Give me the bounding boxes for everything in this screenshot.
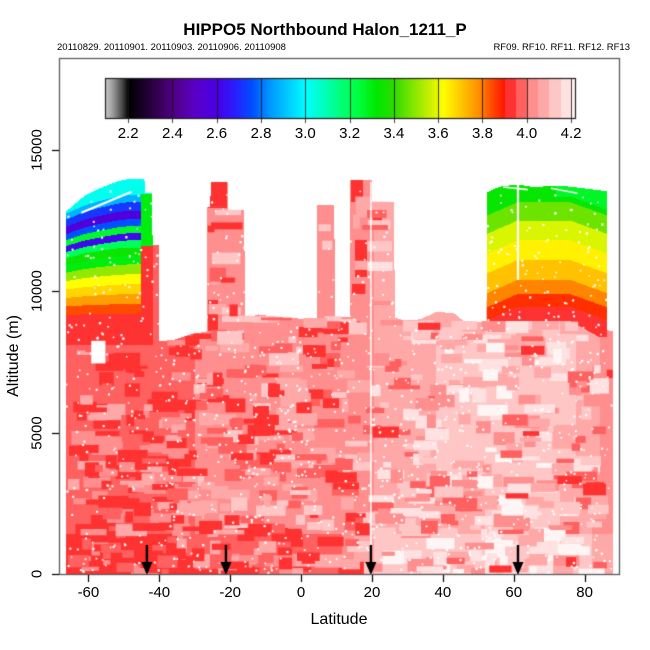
colorbar-tick-label: 2.6 (206, 125, 228, 142)
colorbar-tick-label: 3.8 (472, 125, 493, 142)
x-tick-label: 80 (576, 584, 593, 601)
colorbar-tick-label: 3.6 (427, 125, 449, 142)
colorbar-tick-label: 3.0 (294, 125, 316, 142)
x-tick-label: -40 (148, 584, 171, 601)
colorbar-tick-label: 2.4 (161, 125, 183, 142)
colorbar-tick-label: 4.2 (560, 125, 582, 142)
subtitle-dates: 20110829. 20110901. 20110903. 20110906. … (57, 42, 286, 53)
page-title: HIPPO5 Northbound Halon_1211_P (183, 20, 467, 39)
colorbar-tick-label: 4.0 (516, 125, 538, 142)
y-tick-label: 15000 (28, 129, 46, 171)
x-tick-label: 40 (434, 584, 452, 601)
y-axis-label: Altitude (m) (5, 315, 22, 397)
y-tick-label: 5000 (28, 415, 46, 450)
y-tick-label: 0 (28, 569, 46, 579)
x-tick-label: 0 (296, 584, 306, 601)
x-tick-label: -20 (219, 584, 242, 601)
x-axis-label: Latitude (310, 611, 368, 628)
colorbar-tick-label: 2.2 (117, 125, 139, 142)
colorbar-tick-label: 3.4 (383, 125, 405, 142)
x-tick-label: 20 (363, 584, 381, 601)
x-tick-label: -60 (77, 584, 100, 601)
subtitle-flights: RF09. RF10. RF11. RF12. RF13 (493, 42, 630, 53)
x-tick-label: 60 (505, 584, 523, 601)
colorbar-tick-label: 3.2 (339, 125, 361, 142)
colorbar-tick-label: 2.8 (250, 125, 272, 142)
y-tick-label: 10000 (28, 270, 46, 313)
